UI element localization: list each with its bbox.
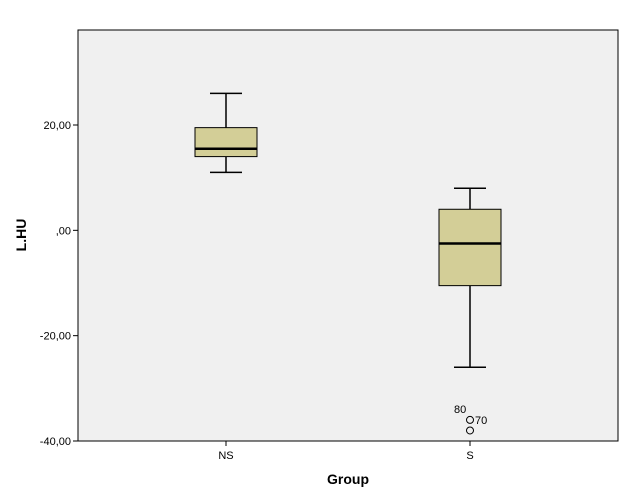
outlier-label: 80 [454,404,466,416]
boxes: 80 70 [194,92,502,435]
x-axis: NS S [218,441,474,462]
outlier-label: 70 [475,415,487,427]
x-axis-title: Group [327,471,369,487]
box-s [438,208,502,287]
y-tick-label: -40,00 [40,436,71,448]
y-tick-label: ,00 [56,225,71,237]
y-tick-label: 20,00 [43,120,71,132]
box-ns [194,127,258,158]
x-tick-label: S [466,450,473,462]
x-tick-label: NS [218,450,233,462]
y-axis-title: L.HU [13,219,29,252]
plot-area [77,29,619,442]
outlier-point [466,426,474,435]
y-tick-label: -20,00 [40,331,71,343]
outlier-point [466,415,474,424]
y-axis: -40,00 -20,00 ,00 20,00 [40,120,78,448]
